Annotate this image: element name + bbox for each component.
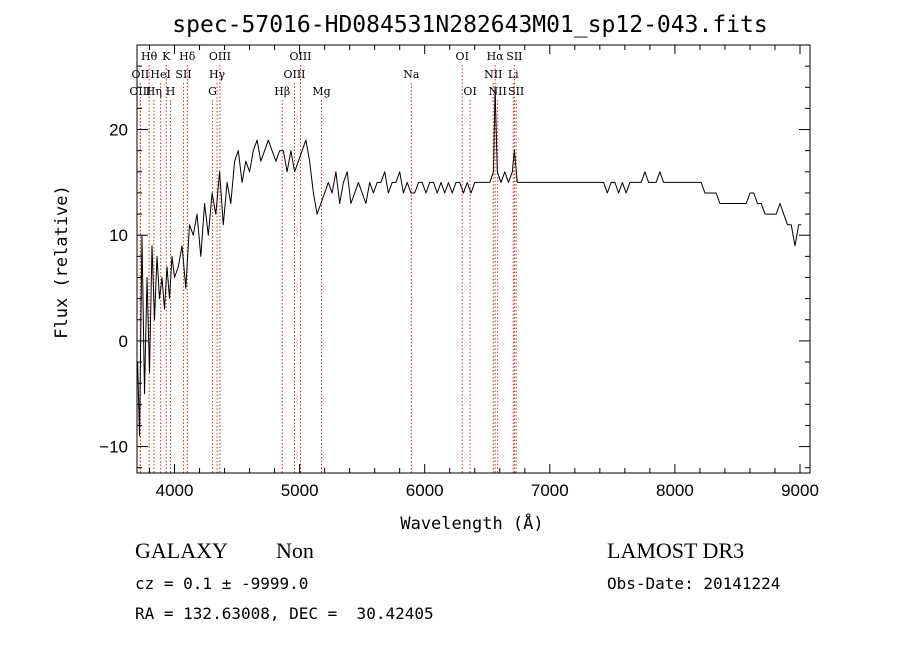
x-tick-label-1: 5000 [281,481,319,500]
spectral-line-label-24: SII [508,85,524,98]
y-tick-label-0: −10 [99,438,128,457]
spectral-line-label-18: OI [463,85,476,98]
y-tick-label-1: 0 [119,332,128,351]
x-tick-label-3: 7000 [531,481,569,500]
spectral-line-label-9: OIII [209,50,231,63]
y-tick-label-3: 20 [109,121,128,140]
plot-frame [136,44,811,474]
y-axis-title: Flux (relative) [52,185,72,339]
spectral-line-label-4: Hη [146,85,162,98]
spectral-line-label-17: OI [456,50,469,63]
spectral-line-label-0: OII [132,68,150,81]
spectral-line-label-16: Na [403,68,420,81]
spectral-line-label-19: Hα [487,50,505,63]
spectral-line-label-5: K [162,50,171,63]
x-tick-label-0: 4000 [156,481,194,500]
spectral-line-label-7: Hδ [179,50,196,63]
spectral-line-label-13: OIII [283,68,305,81]
object-subclass: Non [276,538,314,563]
spectrum-series-line [137,86,802,437]
spectral-lines-layer: OII OIII Hθ HeI Hη K H Hδ SII OIII Hγ G OIII OIII Hβ Mg… [129,50,524,473]
spectral-line-label-23: Li [508,68,519,81]
spectral-line-label-14: Hβ [274,85,290,98]
spectral-line-label-22: SII [506,50,522,63]
redshift-readout: cz = 0.1 ± -9999.0 [135,574,309,593]
x-axis-title: Wavelength (Å) [400,512,543,534]
x-tick-label-4: 8000 [656,481,694,500]
spectral-line-label-21: NII [488,85,506,98]
spectral-line-label-1: OIII [129,85,151,98]
object-class: GALAXY [135,538,228,563]
spectral-line-label-15: Mg [312,85,330,98]
spectral-line-label-8: SII [175,68,191,81]
observation-date: Obs-Date: 20141224 [607,574,781,593]
spectrum-layer [137,86,802,437]
spectral-line-label-11: G [208,85,217,98]
spectral-line-label-2: Hθ [141,50,158,63]
spectral-line-label-3: HeI [150,68,170,81]
spectral-line-label-20: NII [484,68,502,81]
spectral-line-label-10: Hγ [209,68,226,81]
chart-title: spec-57016-HD084531N282643M01_sp12-043.f… [172,12,767,38]
spectral-line-label-6: H [166,85,176,98]
y-tick-label-2: 10 [109,226,128,245]
x-tick-label-2: 6000 [406,481,444,500]
spectral-line-label-12: OIII [289,50,311,63]
x-tick-label-5: 9000 [781,481,819,500]
coordinates-readout: RA = 132.63008, DEC = 30.42405 [135,604,434,623]
axes-layer: 4000 5000 6000 7000 8000 9000 −10 0 10 20 [99,45,819,500]
survey-name: LAMOST DR3 [607,538,745,563]
